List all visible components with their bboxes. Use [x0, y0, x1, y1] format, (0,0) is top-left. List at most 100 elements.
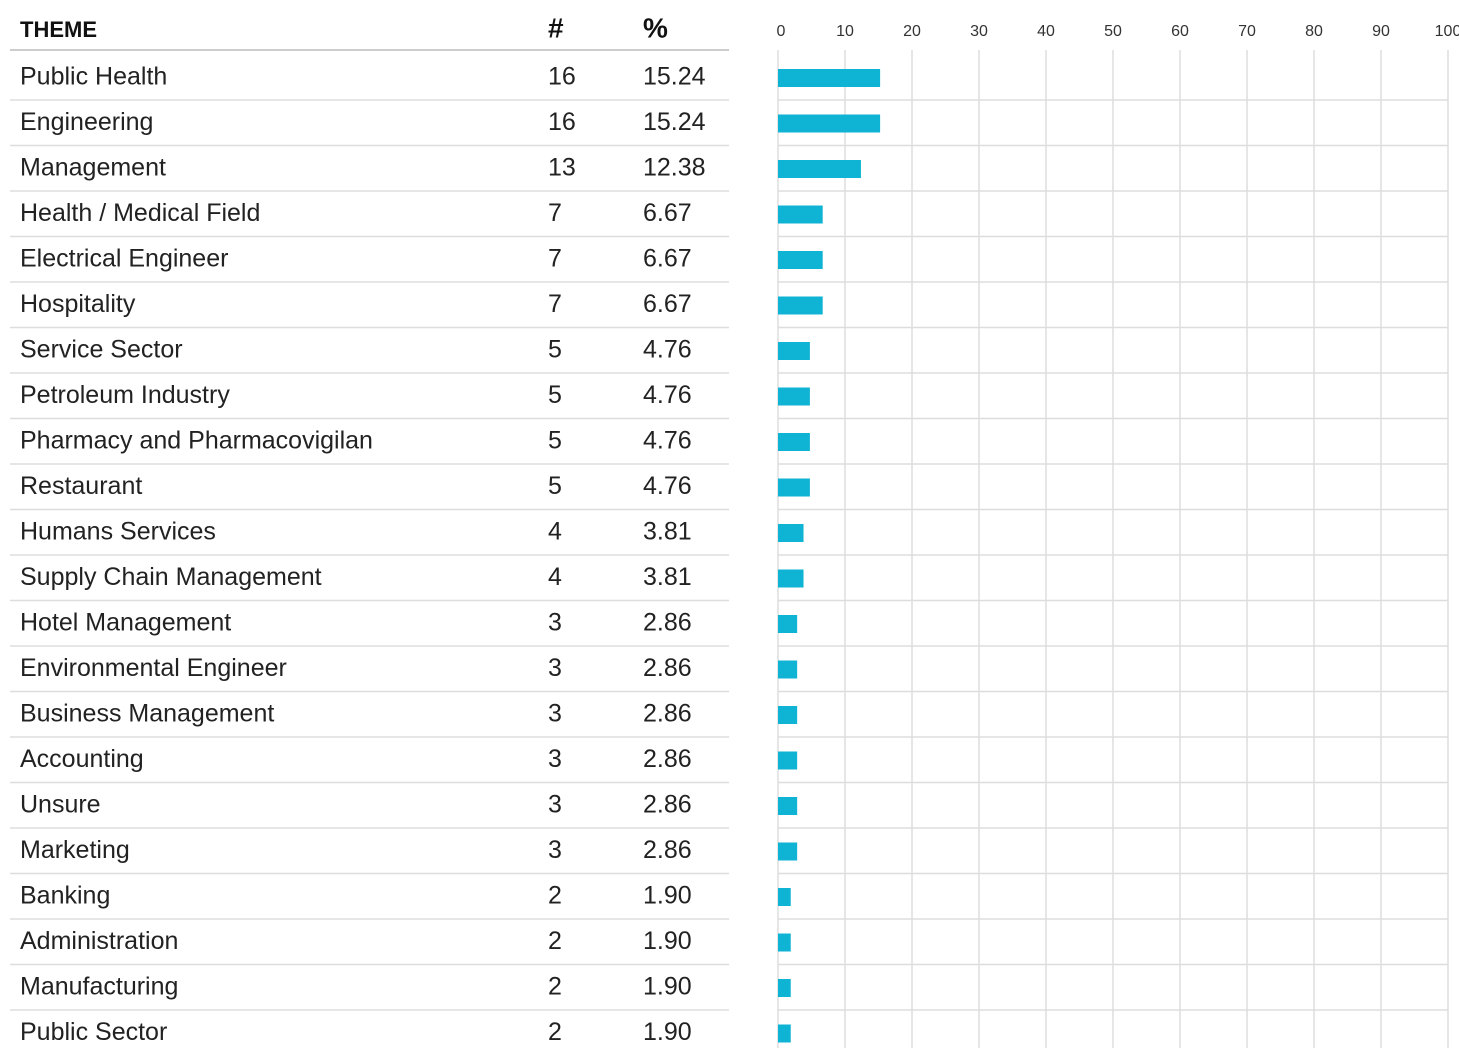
- count-label: 3: [548, 609, 562, 637]
- count-label: 3: [548, 700, 562, 728]
- count-label: 16: [548, 108, 576, 136]
- theme-label: Humans Services: [20, 518, 216, 546]
- count-label: 2: [548, 882, 562, 910]
- bar: [778, 524, 804, 542]
- percent-label: 3.81: [643, 563, 692, 591]
- theme-label: Supply Chain Management: [20, 563, 322, 591]
- percent-label: 6.67: [643, 199, 692, 227]
- bar: [778, 569, 804, 588]
- x-tick-label: 50: [1104, 23, 1122, 40]
- count-label: 2: [548, 1018, 562, 1046]
- percent-label: 2.86: [643, 654, 692, 682]
- bar: [778, 660, 798, 679]
- percent-label: 12.38: [643, 154, 706, 182]
- percent-label: 2.86: [643, 791, 692, 819]
- theme-label: Electrical Engineer: [20, 245, 228, 273]
- theme-label: Restaurant: [20, 472, 142, 500]
- bar: [778, 706, 798, 724]
- x-tick-label: 10: [836, 23, 854, 40]
- theme-label: Hospitality: [20, 290, 136, 318]
- x-tick-label: 80: [1305, 23, 1323, 40]
- bar: [778, 296, 823, 315]
- percent-label: 2.86: [643, 836, 692, 864]
- x-tick-label: 70: [1238, 23, 1256, 40]
- x-tick-label: 30: [970, 23, 988, 40]
- count-label: 3: [548, 791, 562, 819]
- percent-label: 15.24: [643, 108, 706, 136]
- percent-label: 4.76: [643, 427, 692, 455]
- count-label: 5: [548, 472, 562, 500]
- bar: [778, 797, 798, 815]
- count-label: 4: [548, 518, 562, 546]
- count-label: 5: [548, 427, 562, 455]
- theme-label: Service Sector: [20, 336, 183, 364]
- bar: [778, 114, 881, 133]
- theme-label: Banking: [20, 882, 110, 910]
- count-label: 4: [548, 563, 562, 591]
- theme-label: Health / Medical Field: [20, 199, 260, 227]
- count-label: 2: [548, 973, 562, 1001]
- theme-label: Business Management: [20, 700, 274, 728]
- percent-label: 4.76: [643, 472, 692, 500]
- x-tick-label: 100: [1435, 23, 1459, 40]
- x-tick-label: 60: [1171, 23, 1189, 40]
- bar: [778, 251, 823, 269]
- percent-label: 6.67: [643, 245, 692, 273]
- bar: [778, 888, 791, 906]
- x-tick-label: 0: [777, 23, 786, 40]
- percent-label: 2.86: [643, 745, 692, 773]
- count-label: 3: [548, 654, 562, 682]
- count-label: 3: [548, 836, 562, 864]
- count-label: 13: [548, 154, 576, 182]
- percent-label: 1.90: [643, 1018, 692, 1046]
- x-tick-label: 20: [903, 23, 921, 40]
- percent-label: 1.90: [643, 927, 692, 955]
- count-label: 7: [548, 245, 562, 273]
- percent-label: 1.90: [643, 973, 692, 1001]
- column-header: THEME: [20, 17, 97, 42]
- bar: [778, 387, 810, 406]
- theme-label: Environmental Engineer: [20, 654, 287, 682]
- theme-label: Public Health: [20, 63, 167, 91]
- bar: [778, 205, 823, 224]
- x-tick-label: 40: [1037, 23, 1055, 40]
- bar: [778, 478, 810, 497]
- theme-label: Management: [20, 154, 166, 182]
- count-label: 5: [548, 381, 562, 409]
- percent-label: 4.76: [643, 381, 692, 409]
- theme-label: Public Sector: [20, 1018, 167, 1046]
- bar: [778, 160, 861, 178]
- bar: [778, 751, 798, 770]
- theme-label: Marketing: [20, 836, 130, 864]
- theme-label: Hotel Management: [20, 609, 231, 637]
- percent-label: 2.86: [643, 609, 692, 637]
- theme-label: Manufacturing: [20, 973, 178, 1001]
- count-label: 3: [548, 745, 562, 773]
- bar: [778, 842, 798, 861]
- percent-label: 3.81: [643, 518, 692, 546]
- count-label: 5: [548, 336, 562, 364]
- percent-label: 15.24: [643, 63, 706, 91]
- percent-label: 2.86: [643, 700, 692, 728]
- count-label: 2: [548, 927, 562, 955]
- percent-label: 1.90: [643, 882, 692, 910]
- count-label: 7: [548, 290, 562, 318]
- bar: [778, 933, 791, 952]
- bar: [778, 615, 798, 633]
- theme-label: Accounting: [20, 745, 144, 773]
- theme-label: Petroleum Industry: [20, 381, 230, 409]
- theme-label: Pharmacy and Pharmacovigilan: [20, 427, 373, 455]
- column-header: #: [548, 12, 564, 43]
- count-label: 16: [548, 63, 576, 91]
- theme-label: Engineering: [20, 108, 153, 136]
- bar: [778, 433, 810, 451]
- bar: [778, 69, 881, 87]
- bar: [778, 342, 810, 360]
- x-tick-label: 90: [1372, 23, 1390, 40]
- bar: [778, 1024, 791, 1043]
- theme-label: Unsure: [20, 791, 101, 819]
- percent-label: 6.67: [643, 290, 692, 318]
- theme-label: Administration: [20, 927, 178, 955]
- bar: [778, 979, 791, 997]
